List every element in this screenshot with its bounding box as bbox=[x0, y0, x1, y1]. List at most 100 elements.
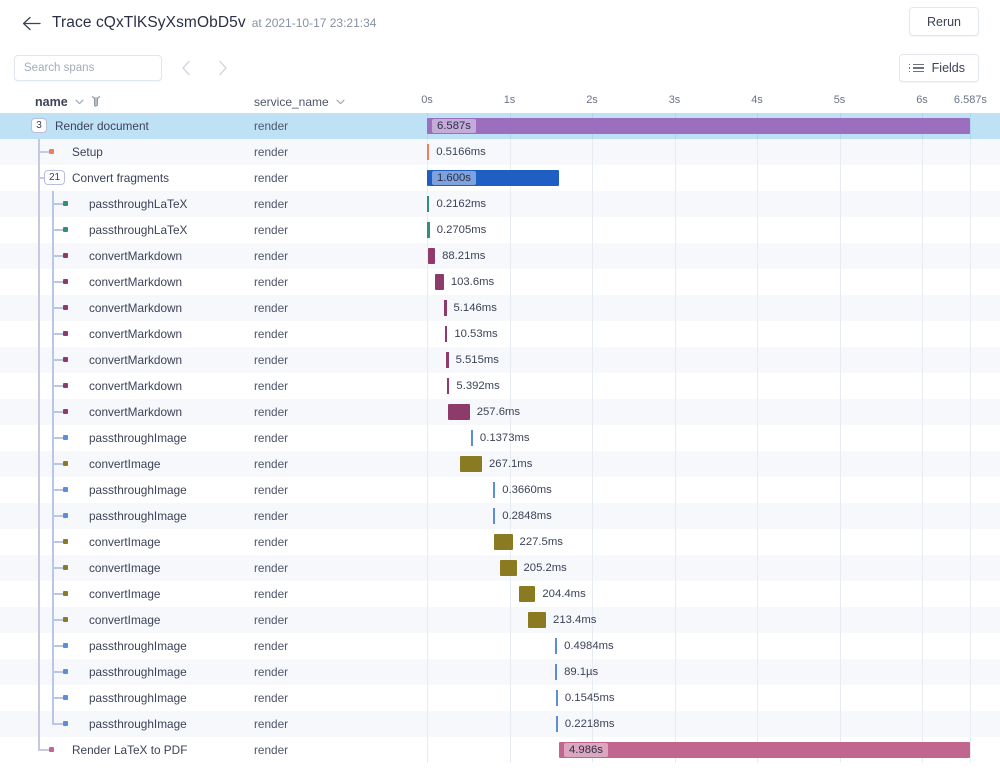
timeline-gridline bbox=[509, 191, 511, 217]
timeline-gridline bbox=[592, 503, 593, 529]
table-row[interactable]: convertImage render 227.5ms bbox=[0, 529, 1000, 555]
tree-connector-line bbox=[38, 269, 40, 295]
table-row[interactable]: passthroughImage render 0.4984ms bbox=[0, 633, 1000, 659]
span-duration-bar[interactable] bbox=[518, 586, 536, 602]
span-duration-bar[interactable] bbox=[493, 508, 496, 524]
span-child-count-badge[interactable]: 3 bbox=[31, 118, 47, 133]
span-duration-label: 0.2162ms bbox=[436, 198, 487, 210]
table-row[interactable]: passthroughImage render 0.1373ms bbox=[0, 425, 1000, 451]
span-duration-bar[interactable] bbox=[435, 274, 444, 290]
table-row[interactable]: convertMarkdown render 5.392ms bbox=[0, 373, 1000, 399]
timeline-gridline bbox=[970, 555, 972, 581]
back-arrow-icon[interactable] bbox=[20, 12, 42, 34]
timeline-gridline bbox=[509, 711, 511, 737]
timeline-gridline bbox=[592, 581, 593, 607]
column-header-name[interactable]: name bbox=[35, 95, 101, 109]
fields-button[interactable]: Fields bbox=[898, 54, 979, 82]
table-row[interactable]: convertMarkdown render 10.53ms bbox=[0, 321, 1000, 347]
table-header-row: 0s 1s 2s 3s 4s 5s 6s 6.587s name service_name bbox=[0, 90, 1000, 113]
table-row[interactable]: passthroughImage render 0.1545ms bbox=[0, 685, 1000, 711]
timeline-gridline bbox=[970, 217, 972, 243]
span-duration-bar[interactable] bbox=[427, 118, 971, 134]
tree-connector-line bbox=[38, 581, 40, 607]
span-child-count-badge[interactable]: 21 bbox=[44, 170, 66, 185]
table-row[interactable]: passthroughImage render 0.2848ms bbox=[0, 503, 1000, 529]
table-row[interactable]: convertImage render 205.2ms bbox=[0, 555, 1000, 581]
span-duration-bar[interactable] bbox=[493, 482, 496, 498]
timeline-tick-label: 0s bbox=[421, 94, 433, 106]
timeline-gridline bbox=[757, 139, 758, 165]
table-row[interactable]: convertImage render 204.4ms bbox=[0, 581, 1000, 607]
column-header-service-name[interactable]: service_name bbox=[254, 95, 345, 109]
span-name: Convert fragments bbox=[72, 171, 170, 185]
timeline-gridline bbox=[592, 243, 593, 269]
span-color-dot bbox=[63, 513, 68, 518]
timeline-gridline bbox=[674, 295, 676, 321]
span-duration-bar[interactable] bbox=[444, 300, 447, 316]
span-duration-bar[interactable] bbox=[427, 248, 436, 264]
table-row[interactable]: convertMarkdown render 257.6ms bbox=[0, 399, 1000, 425]
span-duration-bar[interactable] bbox=[460, 456, 483, 472]
timeline-gridline bbox=[839, 425, 841, 451]
table-row[interactable]: 3 Render document render 6.587s bbox=[0, 113, 1000, 139]
table-row[interactable]: convertImage render 267.1ms bbox=[0, 451, 1000, 477]
table-row[interactable]: passthroughLaTeX render 0.2162ms bbox=[0, 191, 1000, 217]
table-row[interactable]: convertImage render 213.4ms bbox=[0, 607, 1000, 633]
table-row[interactable]: convertMarkdown render 103.6ms bbox=[0, 269, 1000, 295]
table-row[interactable]: Setup render 0.5166ms bbox=[0, 139, 1000, 165]
span-duration-bar[interactable] bbox=[445, 326, 448, 342]
span-duration-bar[interactable] bbox=[493, 534, 513, 550]
timeline-gridline bbox=[592, 555, 593, 581]
table-row[interactable]: convertMarkdown render 88.21ms bbox=[0, 243, 1000, 269]
prev-match-button[interactable] bbox=[176, 56, 196, 80]
span-duration-bar[interactable] bbox=[448, 404, 470, 420]
search-input[interactable] bbox=[14, 55, 162, 81]
filter-funnel-icon[interactable] bbox=[91, 96, 101, 107]
chevron-down-icon[interactable] bbox=[336, 99, 345, 105]
timeline-gridline bbox=[922, 425, 923, 451]
span-duration-bar[interactable] bbox=[446, 352, 449, 368]
table-row[interactable]: passthroughImage render 0.2218ms bbox=[0, 711, 1000, 737]
table-row[interactable]: convertMarkdown render 5.515ms bbox=[0, 347, 1000, 373]
span-duration-bar[interactable] bbox=[447, 378, 450, 394]
span-duration-bar[interactable] bbox=[554, 638, 558, 654]
timeline-gridline bbox=[922, 139, 923, 165]
timeline-gridline bbox=[922, 269, 923, 295]
span-service-name: render bbox=[254, 197, 289, 211]
span-color-dot bbox=[63, 487, 68, 492]
span-duration-bar[interactable] bbox=[470, 430, 473, 446]
span-duration-bar[interactable] bbox=[555, 716, 558, 732]
span-duration-bar[interactable] bbox=[559, 742, 971, 758]
next-match-button[interactable] bbox=[212, 56, 232, 80]
table-row[interactable]: 21 Convert fragments render 1.600s bbox=[0, 165, 1000, 191]
rerun-button[interactable]: Rerun bbox=[909, 7, 979, 36]
span-duration-bar[interactable] bbox=[427, 222, 430, 238]
timeline-gridline bbox=[592, 191, 593, 217]
table-row[interactable]: convertMarkdown render 5.146ms bbox=[0, 295, 1000, 321]
timeline-gridline bbox=[922, 451, 923, 477]
span-service-name: render bbox=[254, 145, 289, 159]
chevron-down-icon[interactable] bbox=[75, 99, 84, 105]
table-row[interactable]: Render LaTeX to PDF render 4.986s bbox=[0, 737, 1000, 763]
tree-connector-line bbox=[38, 425, 40, 451]
span-duration-bar[interactable] bbox=[499, 560, 517, 576]
span-name: Setup bbox=[72, 145, 103, 159]
timeline-gridline bbox=[427, 373, 428, 399]
span-duration-label: 89.1µs bbox=[564, 666, 599, 678]
span-name: convertMarkdown bbox=[89, 405, 183, 419]
table-row[interactable]: passthroughImage render 0.3660ms bbox=[0, 477, 1000, 503]
span-duration-bar[interactable] bbox=[555, 690, 558, 706]
span-duration-bar[interactable] bbox=[427, 170, 559, 186]
table-row[interactable]: passthroughLaTeX render 0.2705ms bbox=[0, 217, 1000, 243]
table-row[interactable]: passthroughImage render 89.1µs bbox=[0, 659, 1000, 685]
tree-connector-stub bbox=[52, 515, 63, 517]
span-duration-bar[interactable] bbox=[528, 612, 547, 628]
timeline-gridline bbox=[970, 347, 972, 373]
timeline-gridline bbox=[970, 321, 972, 347]
span-duration-label: 213.4ms bbox=[553, 614, 597, 626]
timeline-gridline bbox=[674, 321, 676, 347]
span-duration-bar[interactable] bbox=[427, 196, 430, 212]
span-service-name: render bbox=[254, 561, 289, 575]
span-duration-bar[interactable] bbox=[427, 144, 430, 160]
span-duration-bar[interactable] bbox=[554, 664, 558, 680]
